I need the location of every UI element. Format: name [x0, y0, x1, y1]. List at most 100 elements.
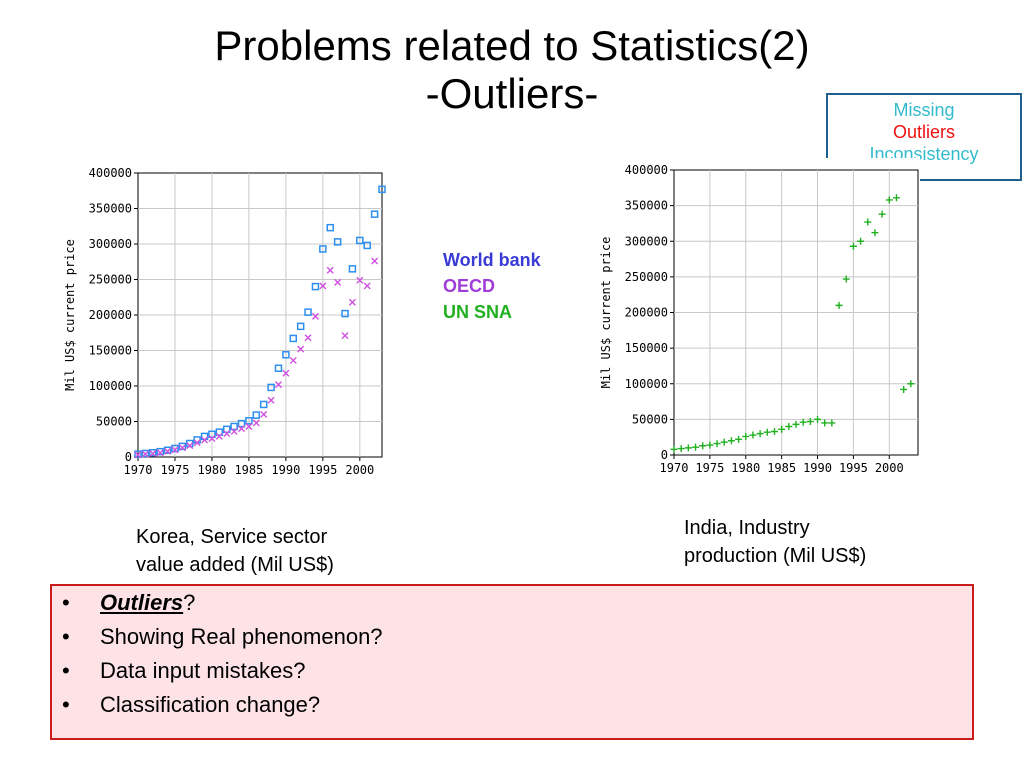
- question-item: • Data input mistakes?: [52, 654, 972, 688]
- x-tick-label: 1980: [731, 461, 760, 475]
- data-point: [252, 419, 260, 427]
- data-point: [208, 430, 216, 439]
- data-point: [849, 242, 857, 250]
- data-point: [684, 444, 692, 452]
- data-point: [799, 418, 807, 426]
- data-point: [864, 218, 872, 226]
- data-point: [756, 430, 764, 438]
- bullet-icon: •: [62, 658, 70, 683]
- data-point: [692, 443, 700, 451]
- x-tick-label: 1975: [161, 463, 190, 477]
- x-tick-label: 1970: [660, 461, 689, 475]
- data-point: [156, 447, 164, 456]
- data-point: [356, 236, 364, 245]
- data-point: [289, 356, 297, 364]
- data-point: [274, 381, 282, 389]
- y-tick-label: 350000: [625, 199, 668, 213]
- data-point: [274, 364, 283, 372]
- data-point: [319, 282, 327, 290]
- data-point: [720, 438, 728, 446]
- korea-chart: 0 50000 100000 150000 200000 250000 300000 3500…: [60, 158, 395, 500]
- slide-title-line1: Problems related to Statistics(2): [214, 22, 810, 69]
- data-point: [156, 449, 164, 457]
- korea-caption-line2: value added (Mil US$): [136, 554, 334, 576]
- bullet-icon: •: [62, 624, 70, 649]
- y-tick-label: 100000: [89, 379, 132, 393]
- data-point: [252, 411, 261, 419]
- legend-world-bank: World bank: [443, 250, 541, 270]
- india-caption: India, Industry production (Mil US$): [684, 514, 866, 570]
- data-point: [326, 266, 334, 274]
- question-item: • Outliers?: [52, 586, 972, 620]
- data-point: [348, 298, 356, 306]
- data-point: [670, 445, 678, 453]
- data-point: [842, 275, 850, 283]
- y-tick-label: 50000: [632, 412, 668, 426]
- data-point: [222, 425, 231, 434]
- data-point: [742, 432, 750, 440]
- tag-outliers: Outliers: [892, 122, 955, 142]
- y-axis-label: Mil US$ current price: [599, 237, 613, 389]
- data-point: [208, 435, 216, 443]
- bullet-icon: •: [62, 590, 70, 615]
- legend-oecd: OECD: [443, 276, 496, 296]
- korea-caption: Korea, Service sector value added (Mil U…: [136, 523, 334, 579]
- data-point: [871, 229, 879, 237]
- y-tick-label: 400000: [625, 163, 668, 177]
- data-point: [297, 345, 305, 353]
- data-point: [164, 447, 172, 455]
- data-point: [296, 322, 305, 331]
- x-tick-label: 1995: [839, 461, 868, 475]
- data-point: [735, 435, 743, 443]
- y-tick-label: 50000: [96, 415, 132, 429]
- data-point: [806, 418, 814, 426]
- series-oecd: [134, 257, 379, 459]
- data-point: [378, 185, 386, 194]
- question-item: • Showing Real phenomenon?: [52, 620, 972, 654]
- y-tick-label: 0: [125, 450, 132, 464]
- data-point: [900, 385, 908, 393]
- x-tick-label: 2000: [875, 461, 904, 475]
- y-tick-label: 100000: [625, 377, 668, 391]
- data-point: [245, 417, 253, 425]
- data-point: [333, 238, 342, 246]
- india-chart: 0 50000 100000 150000 200000 250000 300000 3500…: [596, 158, 920, 490]
- y-tick-label: 250000: [89, 273, 132, 287]
- data-point: [727, 437, 735, 445]
- x-tick-label: 1980: [197, 463, 226, 477]
- source-legend: World bank OECD UN SNA: [443, 247, 541, 325]
- data-point: [835, 301, 843, 309]
- data-point: [878, 210, 886, 218]
- data-point: [778, 425, 786, 433]
- data-point: [163, 446, 172, 455]
- x-tick-label: 1975: [695, 461, 724, 475]
- tag-missing: Missing: [893, 100, 955, 120]
- y-tick-label: 200000: [89, 308, 132, 322]
- question-text: Showing Real phenomenon?: [100, 624, 383, 649]
- data-point: [792, 420, 800, 428]
- series-un-sna: [670, 194, 915, 453]
- question-text: Data input mistakes?: [100, 658, 306, 683]
- data-point: [356, 276, 364, 284]
- x-tick-label: 1985: [767, 461, 796, 475]
- data-point: [821, 419, 829, 427]
- data-point: [259, 400, 268, 409]
- x-tick-label: 1970: [124, 463, 153, 477]
- india-caption-line1: India, Industry: [684, 517, 810, 539]
- korea-chart-svg: 0 50000 100000 150000 200000 250000 300000 3500…: [63, 166, 386, 477]
- data-point: [230, 422, 238, 431]
- bullet-icon: •: [62, 692, 70, 717]
- data-point: [828, 419, 836, 427]
- outliers-emphasis: Outliers: [100, 590, 184, 615]
- data-point: [201, 436, 209, 444]
- data-point: [215, 432, 223, 440]
- india-chart-svg: 0 50000 100000 150000 200000 250000 300000 3500…: [599, 163, 919, 475]
- data-point: [149, 448, 157, 457]
- data-point: [304, 334, 312, 342]
- data-point: [370, 210, 379, 218]
- data-point: [371, 257, 379, 265]
- data-point: [178, 444, 186, 452]
- data-point: [237, 419, 246, 428]
- slide-title-line2: -Outliers-: [425, 70, 599, 117]
- data-point: [289, 334, 298, 343]
